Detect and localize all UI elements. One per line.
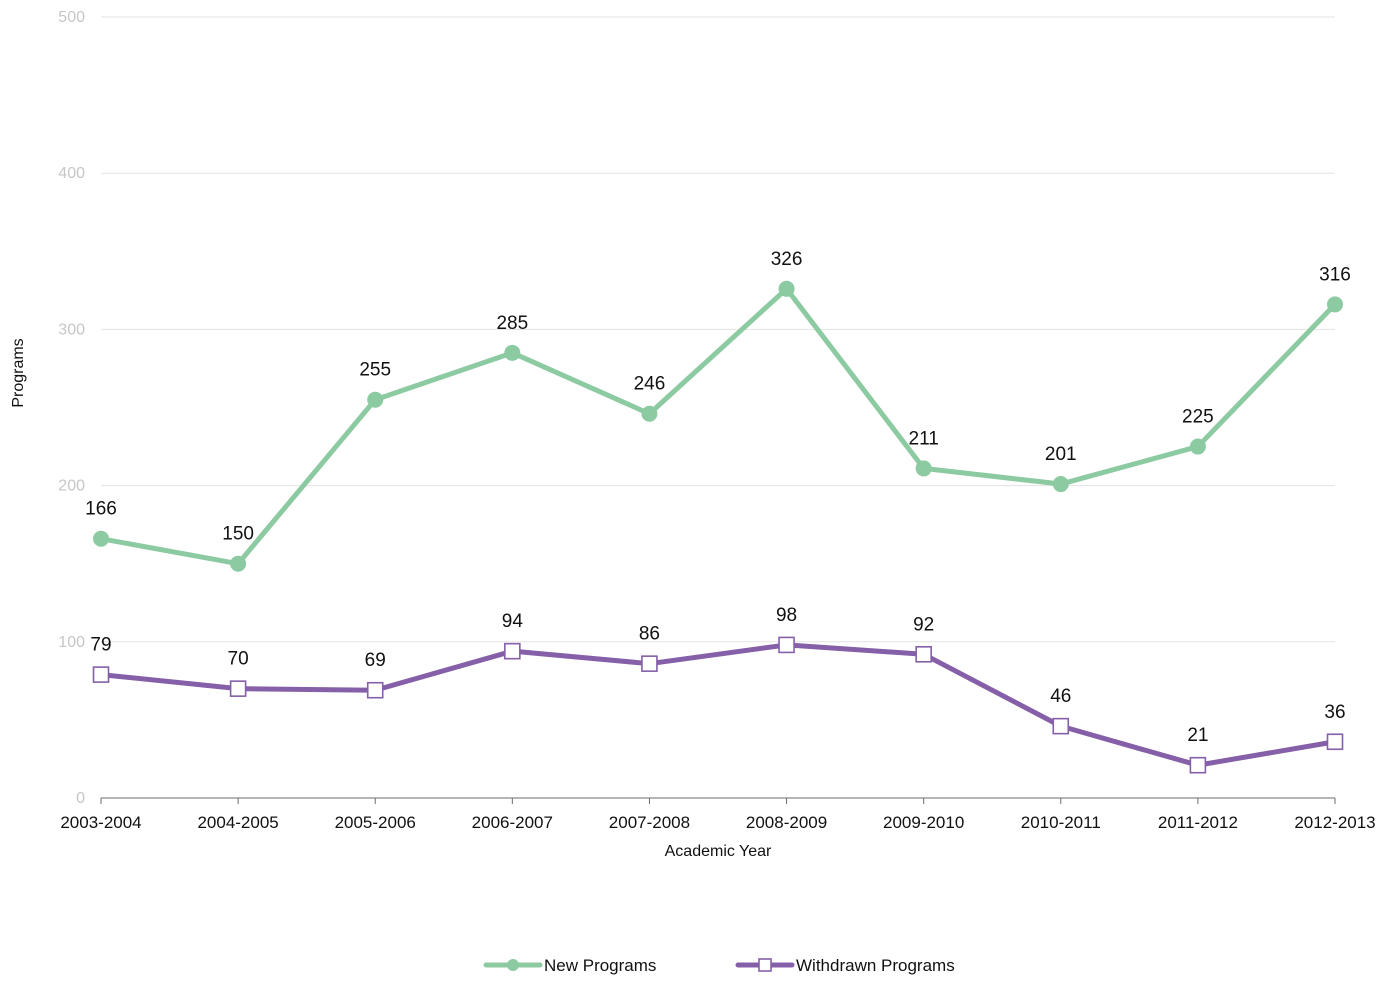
x-tick-label: 2010-2011 <box>1021 813 1101 832</box>
x-tick-label: 2011-2012 <box>1158 813 1238 832</box>
data-point-marker <box>1326 733 1344 751</box>
data-point-marker <box>366 681 384 699</box>
data-point-marker <box>641 655 658 672</box>
data-label: 285 <box>496 313 528 334</box>
data-point-marker <box>778 280 795 297</box>
axes: 0 100 200 300 400 500 2003-2004 2004-2005 2005-2… <box>58 9 1375 832</box>
y-axis-title: Programs <box>10 338 27 407</box>
data-label: 79 <box>90 635 111 656</box>
data-point-marker <box>1327 296 1343 313</box>
y-tick-label: 200 <box>58 478 85 495</box>
y-tick-label: 400 <box>58 165 85 182</box>
data-label: 46 <box>1050 686 1071 707</box>
data-point-marker <box>915 645 932 663</box>
legend-marker <box>507 959 519 971</box>
data-label: 21 <box>1187 725 1208 746</box>
data-label: 92 <box>913 614 934 635</box>
data-point-marker <box>229 680 247 697</box>
data-point-marker <box>93 530 109 547</box>
legend-marker <box>758 958 772 972</box>
x-tick-label: 2009-2010 <box>883 813 964 832</box>
data-label: 94 <box>502 611 524 632</box>
data-point-marker <box>1189 438 1206 455</box>
x-tick-label: 2006-2007 <box>472 813 553 832</box>
data-point-marker <box>230 555 247 572</box>
legend-label: New Programs <box>544 956 656 975</box>
x-tick-label: 2004-2005 <box>197 813 278 832</box>
data-point-marker <box>504 642 521 660</box>
y-tick-label: 500 <box>58 9 85 26</box>
data-label: 201 <box>1045 444 1077 465</box>
data-label: 70 <box>228 649 249 670</box>
legend-label: Withdrawn Programs <box>796 956 955 975</box>
data-point-marker <box>504 344 521 361</box>
data-point-marker <box>915 460 932 477</box>
data-label: 150 <box>222 524 254 545</box>
y-tick-label: 300 <box>58 321 85 338</box>
gridlines <box>101 16 1335 643</box>
x-tick-label: 2005-2006 <box>335 813 416 832</box>
x-tick-label: 2012-2013 <box>1294 813 1375 832</box>
data-label: 69 <box>365 650 386 671</box>
data-point-marker <box>1052 476 1069 493</box>
data-label: 225 <box>1182 407 1214 428</box>
series-line-withdrawn-programs <box>98 642 1338 768</box>
data-point-marker <box>778 636 795 654</box>
data-labels: 166 150 255 285 246 326 211 201 225 316 79 70 69 94 86… <box>85 249 1351 746</box>
x-tick-label: 2007-2008 <box>609 813 690 832</box>
legend: New Programs Withdrawn Programs <box>483 956 955 975</box>
data-label: 86 <box>639 624 660 645</box>
y-tick-label: 0 <box>76 790 85 807</box>
data-point-marker <box>92 666 110 683</box>
data-point-marker <box>1052 717 1070 735</box>
x-tick-label: 2003-2004 <box>60 813 141 832</box>
series-lines <box>92 280 1344 774</box>
data-label: 316 <box>1319 264 1351 285</box>
data-label: 255 <box>359 360 391 381</box>
data-label: 326 <box>771 249 803 270</box>
data-label: 98 <box>776 605 797 626</box>
data-label: 211 <box>909 428 939 449</box>
data-label: 166 <box>85 499 117 520</box>
data-label: 36 <box>1324 702 1345 723</box>
data-point-marker <box>641 405 658 422</box>
x-tick-label: 2008-2009 <box>746 813 827 832</box>
data-point-marker <box>1189 756 1207 774</box>
y-tick-label: 100 <box>58 634 85 651</box>
series-line-new-programs <box>98 286 1338 567</box>
data-point-marker <box>367 391 384 408</box>
x-axis-title: Academic Year <box>665 843 772 860</box>
data-label: 246 <box>634 374 666 395</box>
